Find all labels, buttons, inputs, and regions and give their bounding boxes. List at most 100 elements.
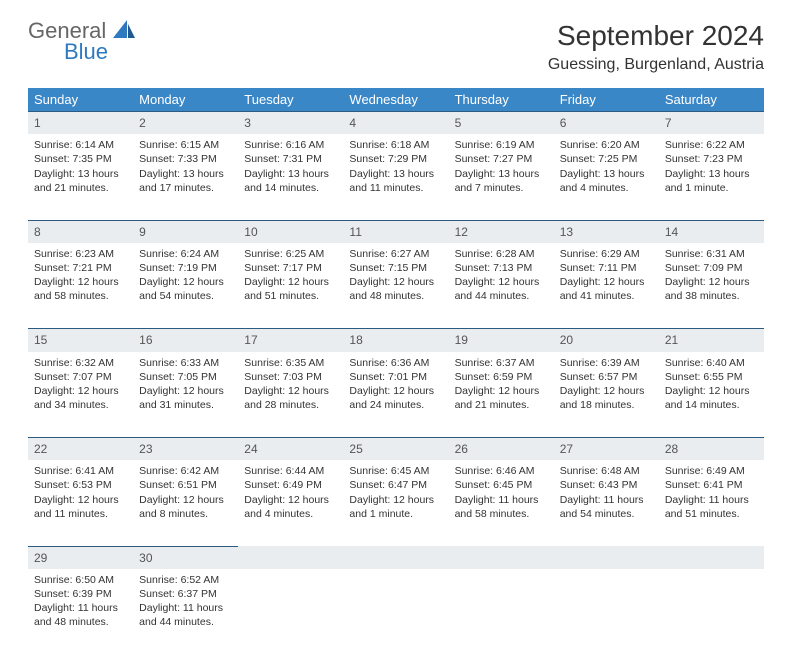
daylight-line: Daylight: 11 hours and 51 minutes. <box>665 493 758 521</box>
day-detail-cell: Sunrise: 6:27 AMSunset: 7:15 PMDaylight:… <box>343 243 448 329</box>
day-number-cell: 27 <box>554 438 659 461</box>
sunset-line: Sunset: 7:17 PM <box>244 261 337 275</box>
sunrise-line: Sunrise: 6:31 AM <box>665 247 758 261</box>
day-header: Saturday <box>659 88 764 112</box>
day-detail-cell: Sunrise: 6:19 AMSunset: 7:27 PMDaylight:… <box>449 134 554 220</box>
location: Guessing, Burgenland, Austria <box>548 56 764 74</box>
day-detail-cell: Sunrise: 6:23 AMSunset: 7:21 PMDaylight:… <box>28 243 133 329</box>
week-row: Sunrise: 6:14 AMSunset: 7:35 PMDaylight:… <box>28 134 764 220</box>
day-number-cell: 19 <box>449 329 554 352</box>
day-number-cell <box>449 546 554 569</box>
sunrise-line: Sunrise: 6:24 AM <box>139 247 232 261</box>
day-number-cell <box>659 546 764 569</box>
daylight-line: Daylight: 12 hours and 24 minutes. <box>349 384 442 412</box>
daylight-line: Daylight: 12 hours and 51 minutes. <box>244 275 337 303</box>
sunrise-line: Sunrise: 6:33 AM <box>139 356 232 370</box>
week-row: Sunrise: 6:23 AMSunset: 7:21 PM Daylight:… <box>28 243 764 329</box>
day-detail-cell: Sunrise: 6:35 AMSunset: 7:03 PMDaylight:… <box>238 352 343 438</box>
daylight-line: Daylight: 12 hours and 21 minutes. <box>455 384 548 412</box>
day-detail-cell: Sunrise: 6:44 AMSunset: 6:49 PMDaylight:… <box>238 460 343 546</box>
sunset-line: Sunset: 6:57 PM <box>560 370 653 384</box>
day-number-cell: 10 <box>238 220 343 243</box>
sunset-line: Sunset: 7:29 PM <box>349 152 442 166</box>
daylight-line: Daylight: 12 hours and 48 minutes. <box>349 275 442 303</box>
sunset-line: Sunset: 6:37 PM <box>139 587 232 601</box>
day-detail-cell: Sunrise: 6:45 AMSunset: 6:47 PMDaylight:… <box>343 460 448 546</box>
sunrise-line: Sunrise: 6:32 AM <box>34 356 127 370</box>
sunrise-line: Sunrise: 6:52 AM <box>139 573 232 587</box>
daylight-line: Daylight: 12 hours and 14 minutes. <box>665 384 758 412</box>
day-number-cell: 18 <box>343 329 448 352</box>
sunset-line: Sunset: 6:45 PM <box>455 478 548 492</box>
sunset-line: Sunset: 6:41 PM <box>665 478 758 492</box>
sunset-line: Sunset: 6:43 PM <box>560 478 653 492</box>
logo-sail-icon <box>113 20 135 45</box>
sunset-line: Sunset: 7:19 PM <box>139 261 232 275</box>
daylight-line: Daylight: 13 hours and 14 minutes. <box>244 167 337 195</box>
day-detail-cell: Sunrise: 6:32 AMSunset: 7:07 PMDaylight:… <box>28 352 133 438</box>
day-detail-cell: Sunrise: 6:31 AMSunset: 7:09 PMDaylight:… <box>659 243 764 329</box>
sunrise-line: Sunrise: 6:49 AM <box>665 464 758 478</box>
daylight-line: Daylight: 13 hours and 17 minutes. <box>139 167 232 195</box>
daylight-line: Daylight: 12 hours and 41 minutes. <box>560 275 653 303</box>
sunset-line: Sunset: 7:11 PM <box>560 261 653 275</box>
day-detail-cell: Sunrise: 6:25 AMSunset: 7:17 PMDaylight:… <box>238 243 343 329</box>
sunset-line: Sunset: 6:53 PM <box>34 478 127 492</box>
sunrise-line: Sunrise: 6:35 AM <box>244 356 337 370</box>
logo: General Blue <box>28 20 135 63</box>
sunset-line: Sunset: 7:03 PM <box>244 370 337 384</box>
daylight-line: Daylight: 12 hours and 31 minutes. <box>139 384 232 412</box>
daynum-row: 1234567 <box>28 112 764 135</box>
day-detail-cell: Sunrise: 6:18 AMSunset: 7:29 PMDaylight:… <box>343 134 448 220</box>
daylight-line: Daylight: 12 hours and 4 minutes. <box>244 493 337 521</box>
sunrise-line: Sunrise: 6:16 AM <box>244 138 337 152</box>
daylight-line: Daylight: 12 hours and 28 minutes. <box>244 384 337 412</box>
day-number-cell: 7 <box>659 112 764 135</box>
day-detail-cell: Sunrise: 6:15 AMSunset: 7:33 PMDaylight:… <box>133 134 238 220</box>
day-number-cell: 3 <box>238 112 343 135</box>
day-number-cell: 1 <box>28 112 133 135</box>
sunset-line: Sunset: 7:01 PM <box>349 370 442 384</box>
day-number-cell <box>238 546 343 569</box>
day-detail-cell: Sunrise: 6:24 AMSunset: 7:19 PMDaylight:… <box>133 243 238 329</box>
sunrise-line: Sunrise: 6:41 AM <box>34 464 127 478</box>
sunrise-line: Sunrise: 6:39 AM <box>560 356 653 370</box>
sunset-line: Sunset: 7:13 PM <box>455 261 548 275</box>
sunset-line: Sunset: 7:25 PM <box>560 152 653 166</box>
day-detail-cell: Sunrise: 6:37 AMSunset: 6:59 PMDaylight:… <box>449 352 554 438</box>
sunrise-line: Sunrise: 6:45 AM <box>349 464 442 478</box>
day-number-cell: 5 <box>449 112 554 135</box>
daylight-line: Daylight: 12 hours and 18 minutes. <box>560 384 653 412</box>
sunset-line: Sunset: 7:07 PM <box>34 370 127 384</box>
day-header: Tuesday <box>238 88 343 112</box>
day-detail-cell: Sunrise: 6:28 AMSunset: 7:13 PMDaylight:… <box>449 243 554 329</box>
daylight-line: Daylight: 13 hours and 4 minutes. <box>560 167 653 195</box>
sunrise-line: Sunrise: 6:25 AM <box>244 247 337 261</box>
day-detail-cell: Sunrise: 6:39 AMSunset: 6:57 PMDaylight:… <box>554 352 659 438</box>
day-header: Thursday <box>449 88 554 112</box>
daylight-line: Daylight: 13 hours and 1 minute. <box>665 167 758 195</box>
daylight-line: Daylight: 12 hours and 11 minutes. <box>34 493 127 521</box>
day-number-cell: 30 <box>133 546 238 569</box>
sunset-line: Sunset: 6:59 PM <box>455 370 548 384</box>
sunset-line: Sunset: 6:49 PM <box>244 478 337 492</box>
day-detail-cell: Sunrise: 6:40 AMSunset: 6:55 PMDaylight:… <box>659 352 764 438</box>
day-detail-cell: Sunrise: 6:20 AMSunset: 7:25 PMDaylight:… <box>554 134 659 220</box>
sunset-line: Sunset: 7:05 PM <box>139 370 232 384</box>
header: General Blue September 2024 Guessing, Bu… <box>28 20 764 74</box>
sunset-line: Sunset: 6:39 PM <box>34 587 127 601</box>
sunrise-line: Sunrise: 6:23 AM <box>34 247 127 261</box>
day-number-cell: 16 <box>133 329 238 352</box>
sunset-line: Sunset: 7:31 PM <box>244 152 337 166</box>
sunrise-line: Sunrise: 6:18 AM <box>349 138 442 152</box>
sunrise-line: Sunrise: 6:14 AM <box>34 138 127 152</box>
daylight-line: Daylight: 13 hours and 11 minutes. <box>349 167 442 195</box>
day-number-cell <box>343 546 448 569</box>
week-row: Sunrise: 6:32 AMSunset: 7:07 PMDaylight:… <box>28 352 764 438</box>
sunrise-line: Sunrise: 6:20 AM <box>560 138 653 152</box>
day-number-cell: 22 <box>28 438 133 461</box>
sunset-line: Sunset: 7:21 PM <box>34 261 127 275</box>
sunset-line: Sunset: 7:33 PM <box>139 152 232 166</box>
day-number-cell: 14 <box>659 220 764 243</box>
daylight-line: Daylight: 12 hours and 34 minutes. <box>34 384 127 412</box>
